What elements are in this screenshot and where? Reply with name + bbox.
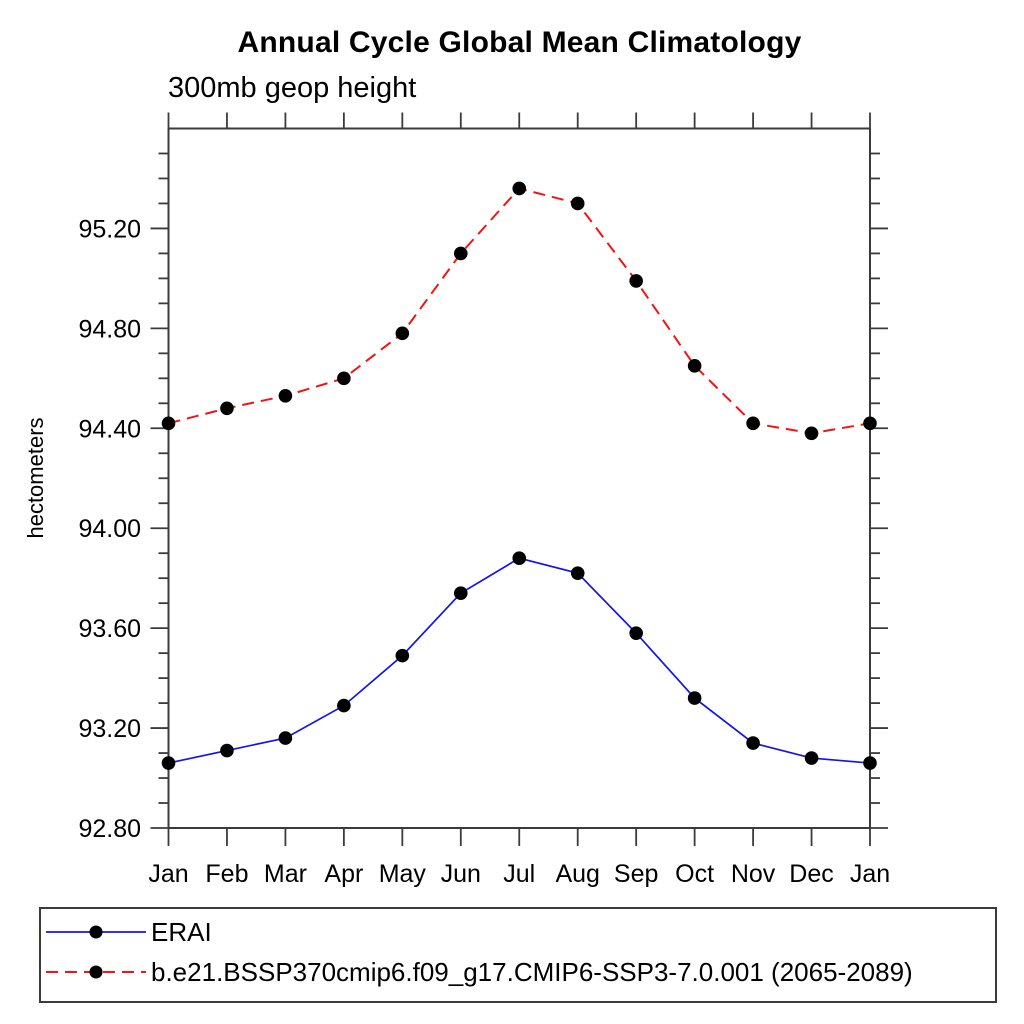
legend-entry-erai: ERAI — [45, 916, 212, 947]
data-point-marker — [687, 359, 702, 373]
plot-frame — [167, 127, 871, 829]
x-tick-label: Nov — [731, 860, 776, 888]
legend-sample-0 — [46, 925, 146, 939]
x-axis-labels: Jan Feb Mar Apr May Jun Jul Aug Sep Oct Nov Dec Jan — [148, 860, 890, 888]
legend-marker — [89, 925, 103, 939]
chart-title: Annual Cycle Global Mean Climatology — [237, 26, 802, 59]
chart-subtitle: 300mb geop height — [168, 72, 417, 104]
legend-label-erai: ERAI — [151, 916, 212, 947]
data-point-marker — [453, 246, 468, 261]
x-tick-label: May — [379, 860, 427, 888]
data-point-marker — [453, 586, 468, 600]
x-tick-label: Feb — [205, 860, 248, 888]
x-tick-label: Aug — [555, 860, 599, 888]
data-point-marker — [804, 426, 819, 441]
x-axis-ticks — [167, 112, 871, 846]
data-point-marker — [804, 751, 819, 765]
y-tick-label: 94.00 — [78, 515, 141, 543]
data-point-marker — [746, 416, 760, 431]
y-axis-labels: 92.80 93.20 93.60 94.00 94.40 94.80 95.20 — [78, 215, 141, 843]
data-point-marker — [220, 743, 234, 758]
y-axis-ticks — [150, 152, 888, 829]
y-tick-label: 93.20 — [78, 715, 141, 743]
x-tick-label: Jan — [850, 860, 890, 888]
data-point-marker — [863, 416, 877, 431]
data-point-marker — [746, 736, 760, 750]
x-tick-label: Oct — [675, 860, 714, 888]
y-tick-label: 94.40 — [78, 415, 141, 443]
data-point-marker — [278, 731, 293, 745]
data-point-marker — [570, 566, 585, 580]
x-tick-label: Mar — [264, 860, 307, 888]
x-tick-label: Sep — [614, 860, 658, 888]
x-tick-label: Jul — [503, 860, 535, 888]
y-tick-label: 93.60 — [78, 615, 141, 643]
data-point-marker — [863, 756, 877, 770]
data-point-marker — [570, 196, 585, 211]
x-tick-label: Jun — [441, 860, 481, 888]
data-point-marker — [687, 691, 702, 705]
series-b-e21-bssp370cmip6-f — [161, 181, 877, 441]
y-tick-label: 94.80 — [78, 315, 141, 343]
data-point-marker — [278, 389, 293, 403]
data-point-marker — [337, 698, 351, 713]
data-point-marker — [512, 181, 527, 196]
legend-label-model: b.e21.BSSP370cmip6.f09_g17.CMIP6-SSP3-7.… — [151, 956, 913, 987]
y-tick-label: 92.80 — [78, 815, 141, 843]
y-tick-label: 95.20 — [78, 215, 141, 243]
legend-entry-model: b.e21.BSSP370cmip6.f09_g17.CMIP6-SSP3-7.… — [45, 956, 913, 987]
data-point-marker — [395, 648, 410, 663]
x-tick-label: Dec — [789, 860, 833, 888]
legend-box: ERAI b.e21.BSSP370cmip6.f09_g17.CMIP6-SS… — [39, 907, 997, 1003]
x-tick-label: Apr — [324, 860, 363, 888]
data-point-marker — [395, 326, 410, 341]
legend-sample-1 — [46, 965, 146, 979]
data-point-marker — [161, 416, 176, 431]
chart-svg: 92.80 93.20 93.60 94.00 94.40 94.80 95.20 Jan Fe… — [78, 112, 890, 888]
data-point-marker — [629, 626, 643, 640]
x-tick-label: Jan — [148, 860, 188, 888]
data-point-marker — [337, 371, 351, 386]
data-point-marker — [512, 551, 527, 565]
data-point-marker — [220, 401, 234, 416]
data-point-marker — [629, 274, 643, 288]
data-point-marker — [161, 756, 176, 770]
legend-marker — [89, 965, 103, 979]
series-erai — [161, 551, 877, 770]
